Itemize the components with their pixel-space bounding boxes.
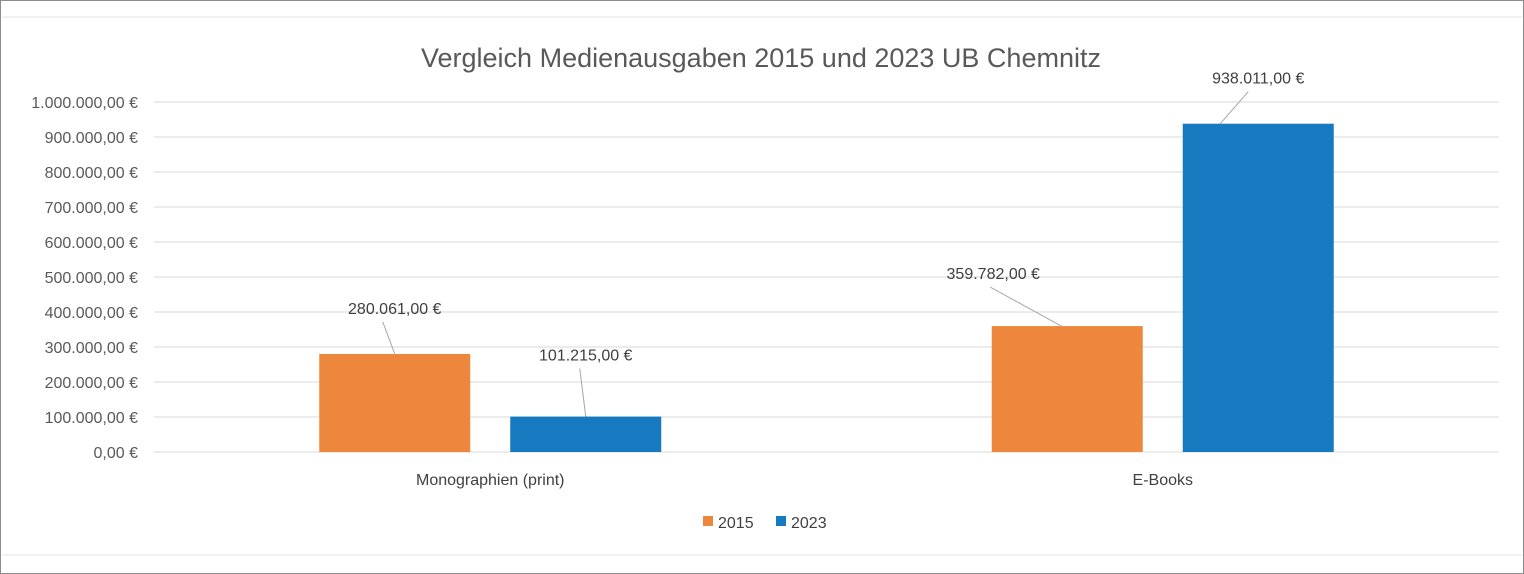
y-tick-label: 1.000.000,00 € — [31, 95, 138, 112]
y-tick-label: 800.000,00 € — [45, 165, 139, 182]
chart-area-border — [2, 16, 1522, 556]
bar-2015-monographien — [319, 353, 471, 452]
bar-2023-monographien — [510, 416, 662, 452]
data-label-leader-lines — [382, 91, 1249, 417]
y-tick-label: 700.000,00 € — [45, 200, 139, 217]
data-label-2023: 101.215,00 € — [539, 348, 633, 365]
y-tick-label: 300.000,00 € — [45, 340, 139, 357]
x-axis-category-labels: Monographien (print) E-Books — [416, 472, 1193, 489]
data-label-2015: 359.782,00 € — [947, 266, 1041, 283]
bar-2023-e-books — [1182, 123, 1334, 452]
legend-swatch-2023 — [776, 516, 786, 526]
y-tick-label: 200.000,00 € — [45, 375, 139, 392]
bars — [319, 123, 1334, 452]
leader-line — [382, 321, 396, 355]
legend: 2015 2023 — [703, 515, 827, 532]
chart-title: Vergleich Medienausgaben 2015 und 2023 U… — [421, 43, 1101, 73]
leader-line — [579, 368, 587, 417]
y-tick-label: 100.000,00 € — [45, 410, 139, 427]
bar-2015-e-books — [991, 326, 1143, 452]
legend-swatch-2015 — [703, 516, 713, 526]
legend-label-2023: 2023 — [791, 515, 827, 532]
leader-line — [990, 286, 1062, 327]
legend-label-2015: 2015 — [718, 515, 754, 532]
data-label-2023: 938.011,00 € — [1212, 71, 1304, 88]
y-axis-tick-labels: 0,00 € 100.000,00 € 200.000,00 € 300.000,00… — [31, 95, 138, 462]
y-tick-label: 0,00 € — [94, 445, 139, 462]
x-category-label: E-Books — [1133, 472, 1193, 489]
y-tick-label: 600.000,00 € — [45, 235, 139, 252]
data-label-2015: 280.061,00 € — [348, 301, 442, 318]
y-tick-label: 900.000,00 € — [45, 130, 139, 147]
y-tick-label: 400.000,00 € — [45, 305, 139, 322]
x-category-label: Monographien (print) — [416, 472, 565, 489]
y-tick-label: 500.000,00 € — [45, 270, 139, 287]
leader-line — [1219, 91, 1249, 125]
data-labels: 280.061,00 € 101.215,00 € 359.782,00 € 938.… — [348, 71, 1304, 365]
